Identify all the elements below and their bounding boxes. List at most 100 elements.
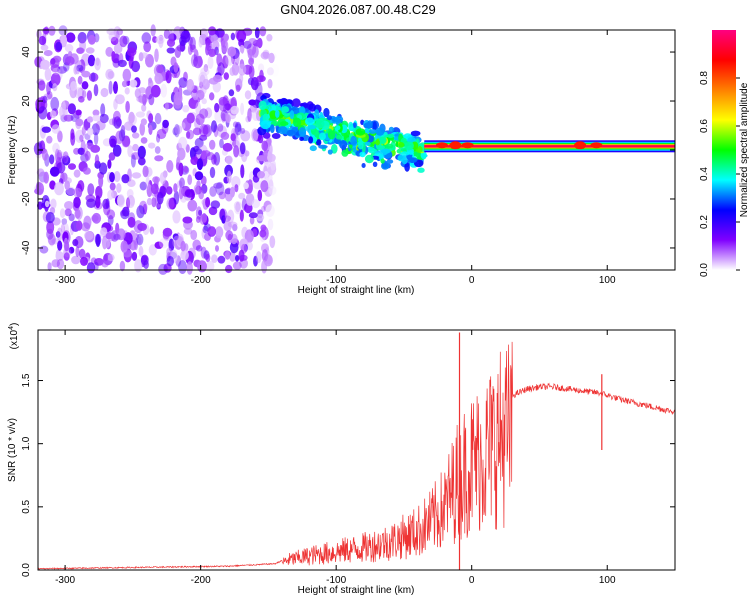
heat-cell <box>180 250 189 261</box>
heat-cell <box>240 102 245 115</box>
heat-cell <box>258 100 267 110</box>
heat-cell <box>110 36 119 46</box>
heat-cell <box>94 154 100 165</box>
heat-cell <box>178 136 188 150</box>
heat-cell <box>319 132 326 141</box>
heat-cell <box>239 73 244 84</box>
heat-cell <box>193 184 200 195</box>
heat-cell <box>281 106 290 113</box>
heat-cell <box>87 54 96 67</box>
heat-cell <box>189 36 196 51</box>
heat-cell <box>424 145 675 148</box>
heat-cell <box>410 130 421 137</box>
heat-cell <box>291 98 301 108</box>
heat-cell <box>50 58 56 65</box>
colorbar-ticks: 0.0 0.2 0.4 0.6 0.8 <box>699 71 740 277</box>
heat-cell <box>235 254 240 262</box>
heat-cell <box>255 251 262 264</box>
heat-cell <box>244 229 254 243</box>
heat-cell <box>77 147 85 155</box>
snr-x-label: Height of straight line (km) <box>298 585 415 596</box>
y-tick-label: 40 <box>21 46 32 58</box>
heat-cell <box>112 58 121 68</box>
heat-cell <box>196 158 204 171</box>
heat-cell <box>251 199 260 209</box>
heat-cell <box>205 38 212 52</box>
heat-cell <box>73 169 81 178</box>
heat-cell <box>289 110 295 120</box>
heat-cell <box>205 253 211 263</box>
heat-cell <box>55 251 65 261</box>
heat-cell <box>119 260 126 272</box>
heat-cell <box>64 201 74 210</box>
heat-cell <box>201 228 207 240</box>
heat-cell <box>187 174 193 185</box>
heat-cell <box>101 260 109 268</box>
heat-cell <box>36 168 45 177</box>
heat-cell <box>223 215 232 222</box>
heat-cell <box>230 32 236 41</box>
heat-cell <box>67 103 76 115</box>
snr-series-line <box>37 341 676 570</box>
heat-cell <box>239 209 244 222</box>
heat-cell <box>234 123 242 136</box>
heat-cell <box>270 160 276 171</box>
heat-cell <box>178 186 184 200</box>
heat-cell <box>57 240 63 251</box>
heat-cell <box>57 130 63 143</box>
heat-cell <box>154 241 164 249</box>
heat-cell <box>49 154 55 165</box>
heat-cell <box>43 50 53 57</box>
heat-cell <box>166 160 174 173</box>
heat-cell <box>177 180 183 189</box>
colorbar-tick-label: 0.0 <box>699 263 710 277</box>
heat-cell <box>129 196 135 206</box>
heat-cell <box>368 129 377 134</box>
heat-cell <box>63 114 74 122</box>
heat-cell <box>189 44 197 53</box>
svg-text:(x104): (x104) <box>8 323 20 350</box>
heat-cell <box>180 122 186 130</box>
heat-cell <box>225 264 233 274</box>
heat-cell <box>75 246 80 257</box>
heat-cell <box>86 262 96 274</box>
snr-multiplier-exp: 4 <box>8 326 15 330</box>
heat-cell <box>160 83 168 98</box>
heat-cell <box>380 158 385 164</box>
heat-cell <box>76 47 84 54</box>
heat-cell <box>39 245 49 254</box>
heat-cell <box>113 43 123 54</box>
heat-cell <box>214 102 220 113</box>
heat-cell <box>90 72 96 83</box>
heat-cell <box>205 197 211 208</box>
heat-cell <box>211 154 217 165</box>
heat-cell <box>271 104 277 111</box>
heat-cell <box>243 182 249 190</box>
heat-cell <box>113 81 118 94</box>
heat-cell <box>336 125 341 131</box>
heat-cell <box>195 245 203 252</box>
heat-cell <box>166 256 174 267</box>
heat-cell <box>218 98 229 112</box>
heat-cell <box>217 62 225 76</box>
heat-cell <box>60 34 68 48</box>
heat-cell <box>68 163 76 170</box>
heat-cell <box>104 239 111 249</box>
heat-cell <box>42 95 48 104</box>
heat-cell <box>259 229 267 238</box>
heat-cell <box>75 109 82 116</box>
heat-cell <box>435 142 448 149</box>
heat-cell <box>94 233 102 246</box>
x-tick-label: 100 <box>599 275 616 286</box>
heat-cell <box>73 65 78 75</box>
heat-cell <box>248 64 255 79</box>
heat-cell <box>253 255 258 267</box>
heat-cell <box>125 100 130 113</box>
heat-cell <box>126 47 137 57</box>
y-tick-label: -20 <box>21 191 32 206</box>
heat-cell <box>200 67 210 76</box>
heat-cell <box>91 212 102 224</box>
heat-cell <box>267 218 274 231</box>
heat-cell <box>258 63 265 73</box>
y-tick-label: 0.0 <box>21 563 32 577</box>
